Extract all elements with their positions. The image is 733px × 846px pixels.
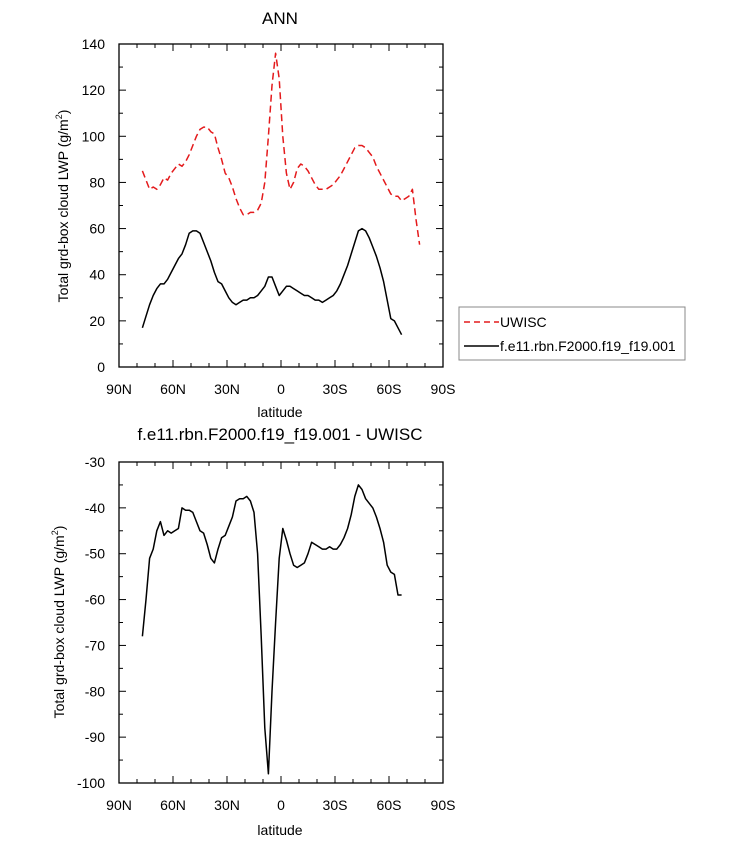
- legend: UWISC f.e11.rbn.F2000.f19_f19.001: [458, 306, 686, 361]
- y-axis-label-main: Total grd-box cloud LWP (g/m: [51, 535, 67, 718]
- x-axis-label: latitude: [257, 822, 302, 838]
- y-tick-label: 40: [89, 267, 105, 283]
- y-tick-label: 140: [82, 36, 106, 52]
- x-tick-label: 0: [277, 381, 285, 397]
- x-tick-label: 60N: [160, 797, 186, 813]
- legend-label-model: f.e11.rbn.F2000.f19_f19.001: [500, 338, 676, 354]
- series-group: [141, 484, 402, 775]
- y-tick-label: 20: [89, 313, 105, 329]
- series-line-difference: [141, 484, 402, 775]
- y-axis-label-sup: 2: [50, 530, 60, 535]
- y-tick-label: -30: [85, 454, 105, 470]
- x-tick-label: 90N: [106, 797, 132, 813]
- y-axis-label-sup: 2: [54, 114, 64, 119]
- series-line-model: [141, 227, 403, 336]
- series-line-uwisc: [141, 52, 421, 245]
- x-tick-labels: 90N 60N 30N 0 30S 60S 90S: [106, 381, 455, 397]
- y-tick-label: -60: [85, 592, 105, 608]
- x-tick-label: 60N: [160, 381, 186, 397]
- chart-title: f.e11.rbn.F2000.f19_f19.001 - UWISC: [137, 425, 422, 444]
- axis-ticks: [118, 461, 444, 784]
- y-tick-label: 60: [89, 221, 105, 237]
- y-tick-label: 120: [82, 82, 106, 98]
- x-tick-label: 30S: [323, 797, 348, 813]
- y-tick-label: -40: [85, 500, 105, 516]
- legend-box: [458, 306, 686, 361]
- y-tick-label: 0: [97, 359, 105, 375]
- y-tick-label: -90: [85, 729, 105, 745]
- y-tick-label: -80: [85, 683, 105, 699]
- plot-frame: [118, 43, 444, 368]
- series-group: [141, 52, 421, 336]
- x-tick-label: 60S: [377, 381, 402, 397]
- chart-panel-difference: f.e11.rbn.F2000.f19_f19.001 - UWISC 90N 6…: [50, 425, 455, 838]
- y-tick-label: -100: [77, 775, 105, 791]
- plot-area: [118, 43, 444, 368]
- x-tick-label: 90N: [106, 381, 132, 397]
- y-tick-labels: -100 -90 -80 -70 -60 -50 -40 -30: [77, 454, 105, 791]
- x-tick-label: 30N: [214, 381, 240, 397]
- y-axis-label: Total grd-box cloud LWP (g/m2): [54, 110, 71, 303]
- x-tick-label: 30S: [323, 381, 348, 397]
- y-axis-label-end: ): [55, 110, 71, 115]
- x-tick-label: 30N: [214, 797, 240, 813]
- x-tick-labels: 90N 60N 30N 0 30S 60S 90S: [106, 797, 455, 813]
- x-tick-label: 60S: [377, 797, 402, 813]
- chart-title: ANN: [262, 9, 298, 28]
- legend-label-uwisc: UWISC: [500, 314, 547, 330]
- chart-panel-ann: ANN 90N 60N 30N 0 30S 60S 90S 0 20 40 60 80 100 120 1…: [54, 9, 686, 420]
- plot-area: [118, 461, 444, 784]
- axis-ticks: [118, 43, 444, 368]
- y-axis-label-end: ): [51, 526, 67, 531]
- y-tick-label: -50: [85, 546, 105, 562]
- x-axis-label: latitude: [257, 404, 302, 420]
- x-tick-label: 90S: [431, 381, 456, 397]
- y-tick-label: -70: [85, 637, 105, 653]
- y-axis-label-main: Total grd-box cloud LWP (g/m: [55, 119, 71, 302]
- y-tick-labels: 0 20 40 60 80 100 120 140: [82, 36, 106, 375]
- y-tick-label: 80: [89, 174, 105, 190]
- y-tick-label: 100: [82, 128, 106, 144]
- x-tick-label: 0: [277, 797, 285, 813]
- x-tick-label: 90S: [431, 797, 456, 813]
- y-axis-label: Total grd-box cloud LWP (g/m2): [50, 526, 67, 719]
- plot-frame: [118, 461, 444, 784]
